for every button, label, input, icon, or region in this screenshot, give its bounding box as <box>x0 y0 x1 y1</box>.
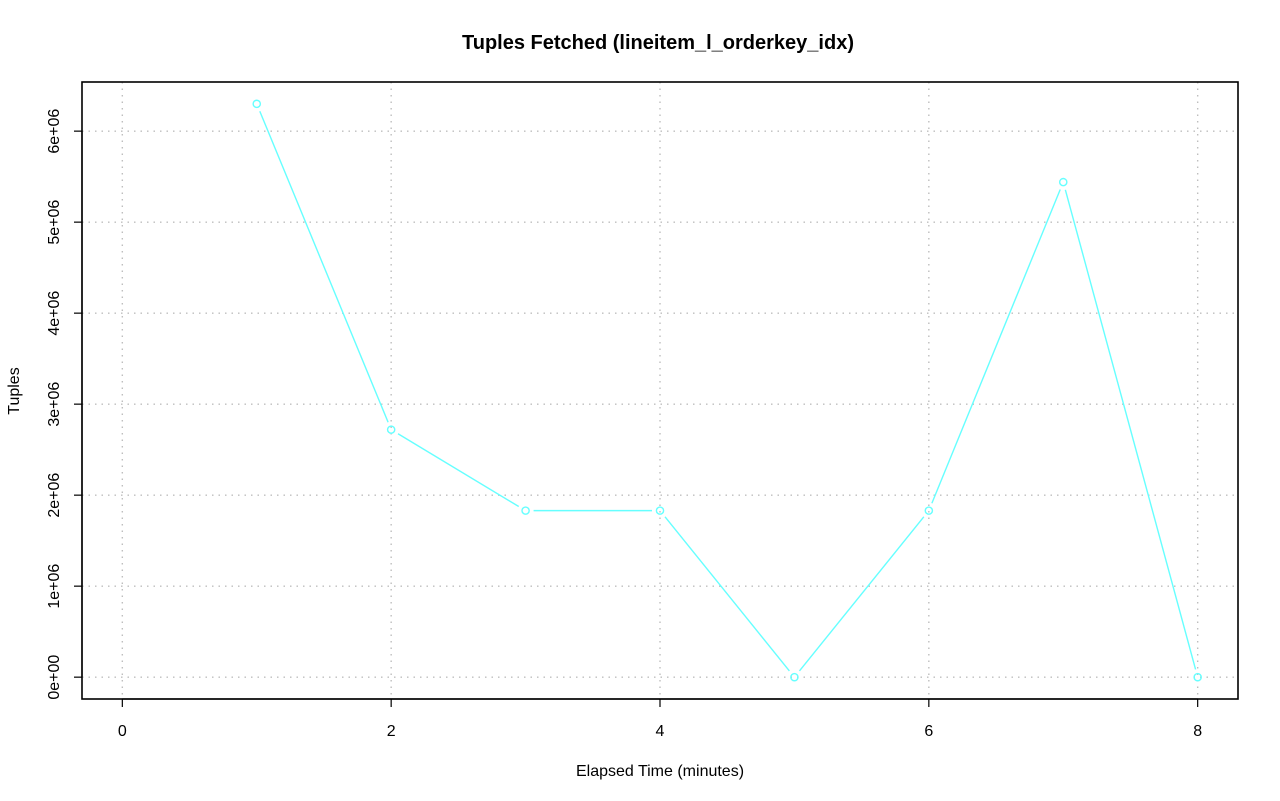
data-point <box>386 425 396 434</box>
data-point <box>252 99 262 109</box>
x-axis-label: Elapsed Time (minutes) <box>576 763 744 780</box>
y-tick-label: 1e+06 <box>46 564 63 609</box>
x-tick-label: 4 <box>656 723 665 740</box>
x-tick-label: 6 <box>924 723 933 740</box>
series-line-segment <box>397 433 520 508</box>
series-layer <box>252 99 1202 682</box>
series-line-segment <box>1064 189 1197 670</box>
data-point <box>790 672 799 682</box>
chart-title: Tuples Fetched (lineitem_l_orderkey_idx) <box>462 32 854 54</box>
y-tick-label: 6e+06 <box>46 109 63 154</box>
y-tick-label: 4e+06 <box>46 291 63 336</box>
y-tick-label: 2e+06 <box>46 473 63 518</box>
grid-layer <box>82 82 1238 699</box>
series-line-segment <box>664 516 790 672</box>
data-point <box>521 506 530 515</box>
axis-layer: 0 2 4 6 8 0e+00 1e+06 2e+06 3e+06 4e+06 5e+06 6e+06 <box>46 109 1202 740</box>
y-tick-label: 3e+06 <box>46 382 63 427</box>
y-tick-label: 5e+06 <box>46 200 63 245</box>
x-tick-label: 8 <box>1193 723 1202 740</box>
series-line-segment <box>259 110 389 423</box>
data-point <box>1058 177 1068 187</box>
plot-frame <box>81 81 1239 700</box>
series-line-segment <box>798 516 925 672</box>
series-line-segment <box>931 189 1061 504</box>
data-point <box>655 506 665 515</box>
data-point <box>924 506 934 515</box>
y-tick-label: 0e+00 <box>46 655 63 700</box>
x-tick-label: 0 <box>118 723 127 740</box>
x-tick-label: 2 <box>387 723 396 740</box>
y-axis-label: Tuples <box>6 367 23 414</box>
data-point <box>1193 672 1202 682</box>
